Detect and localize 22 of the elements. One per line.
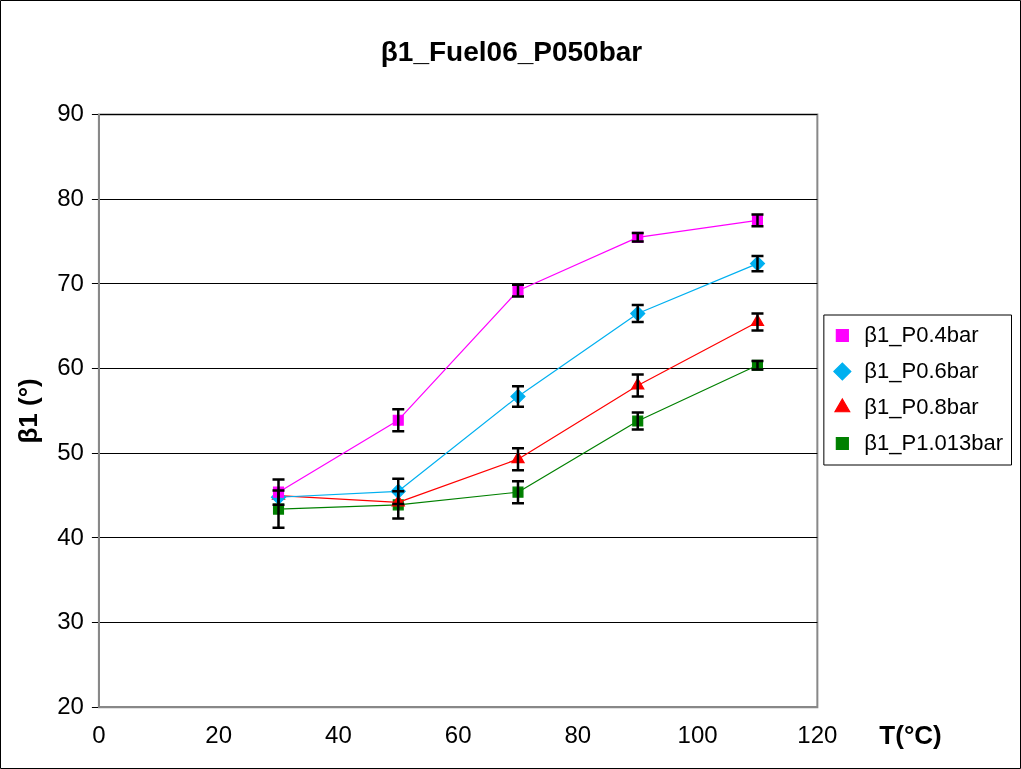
x-tick-label: 100 bbox=[677, 721, 718, 749]
y-tick-label: 40 bbox=[57, 522, 84, 550]
legend-label: β1_P0.6bar bbox=[864, 357, 979, 383]
y-tick-label: 30 bbox=[57, 607, 84, 635]
legend-label: β1_P0.8bar bbox=[864, 393, 979, 419]
x-tick-label: 120 bbox=[797, 721, 838, 749]
y-tick-label: 90 bbox=[57, 99, 84, 127]
x-tick-label: 20 bbox=[205, 721, 232, 749]
x-tick-label: 0 bbox=[92, 721, 106, 749]
y-tick-label: 80 bbox=[57, 183, 84, 211]
legend-label: β1_P1.013bar bbox=[864, 429, 1004, 455]
y-axis-title: β1 (°) bbox=[12, 378, 43, 444]
legend-label: β1_P0.4bar bbox=[864, 321, 979, 347]
chart-title: β1_Fuel06_P050bar bbox=[380, 35, 643, 67]
x-axis-title: T(°C) bbox=[879, 720, 942, 751]
x-tick-label: 40 bbox=[325, 721, 352, 749]
y-tick-label: 60 bbox=[57, 353, 84, 381]
x-tick-label: 60 bbox=[444, 721, 472, 749]
y-tick-label: 20 bbox=[57, 691, 84, 719]
x-tick-label: 80 bbox=[564, 721, 592, 749]
y-tick-label: 70 bbox=[57, 268, 84, 296]
y-tick-label: 50 bbox=[57, 437, 84, 465]
